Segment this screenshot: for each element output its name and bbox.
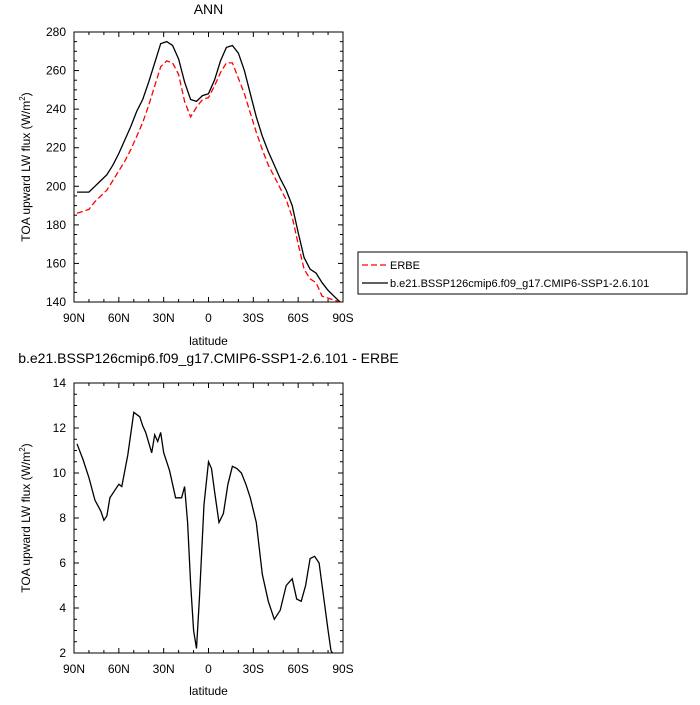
y-axis-label-main: TOA upward LW flux (W/m — [19, 452, 33, 593]
x-tick-label: 60N — [108, 662, 130, 676]
y-tick-label: 200 — [46, 179, 66, 193]
y-axis-label-main: TOA upward LW flux (W/m — [19, 101, 33, 242]
x-tick-label: 60N — [108, 311, 130, 325]
y-tick-label: 14 — [53, 376, 67, 390]
legend-label-1: b.e21.BSSP126cmip6.f09_g17.CMIP6-SSP1-2.… — [390, 278, 649, 290]
y-tick-label: 260 — [46, 64, 66, 78]
legend-label-0: ERBE — [390, 260, 420, 272]
y-axis-label-sup: 2 — [18, 447, 27, 452]
x-tick-label: 60S — [287, 662, 308, 676]
y-axis-label-end: ) — [19, 92, 33, 96]
legend: ERBE b.e21.BSSP126cmip6.f09_g17.CMIP6-SSP… — [357, 251, 688, 295]
chart-title: b.e21.BSSP126cmip6.f09_g17.CMIP6-SSP1-2.… — [18, 350, 399, 366]
y-axis-label-end: ) — [19, 443, 33, 447]
x-tick-label: 30N — [153, 311, 175, 325]
x-tick-label: 30S — [243, 662, 264, 676]
x-tick-label: 90S — [332, 662, 353, 676]
x-tick-label: 0 — [205, 311, 212, 325]
y-tick-label: 6 — [59, 556, 66, 570]
y-tick-label: 280 — [46, 25, 66, 39]
y-tick-label: 10 — [53, 466, 67, 480]
legend-box — [357, 251, 688, 295]
bottom-panel: b.e21.BSSP126cmip6.f09_g17.CMIP6-SSP1-2.… — [18, 350, 399, 698]
top-panel: ANN 90N 60N 30N 0 30S 60S 90S 140 160 180 200 220 240… — [18, 1, 354, 348]
y-tick-label: 180 — [46, 218, 66, 232]
y-tick-label: 12 — [53, 421, 67, 435]
x-tick-label: 60S — [287, 311, 308, 325]
x-axis-label: latitude — [189, 684, 228, 698]
plot-frame — [73, 382, 344, 654]
series-line-0 — [76, 411, 334, 653]
y-axis-label: TOA upward LW flux (W/m2) — [18, 92, 33, 241]
x-tick-label: 90N — [63, 662, 85, 676]
x-axis-label: latitude — [189, 334, 228, 348]
x-tick-label: 90N — [63, 311, 85, 325]
series-line-0 — [76, 60, 341, 302]
y-axis-label-sup: 2 — [18, 96, 27, 101]
y-tick-label: 4 — [59, 601, 66, 615]
y-tick-label: 220 — [46, 141, 66, 155]
y-tick-label: 2 — [59, 646, 66, 660]
chart-title: ANN — [194, 1, 224, 17]
x-tick-label: 90S — [332, 311, 353, 325]
plot-frame — [73, 31, 344, 303]
y-tick-label: 140 — [46, 295, 66, 309]
y-tick-label: 160 — [46, 256, 66, 270]
x-tick-label: 0 — [205, 662, 212, 676]
y-tick-label: 8 — [59, 511, 66, 525]
y-tick-label: 240 — [46, 102, 66, 116]
series-line-1 — [77, 40, 341, 302]
x-tick-label: 30N — [153, 662, 175, 676]
x-tick-label: 30S — [243, 311, 264, 325]
y-axis-label: TOA upward LW flux (W/m2) — [18, 443, 33, 592]
